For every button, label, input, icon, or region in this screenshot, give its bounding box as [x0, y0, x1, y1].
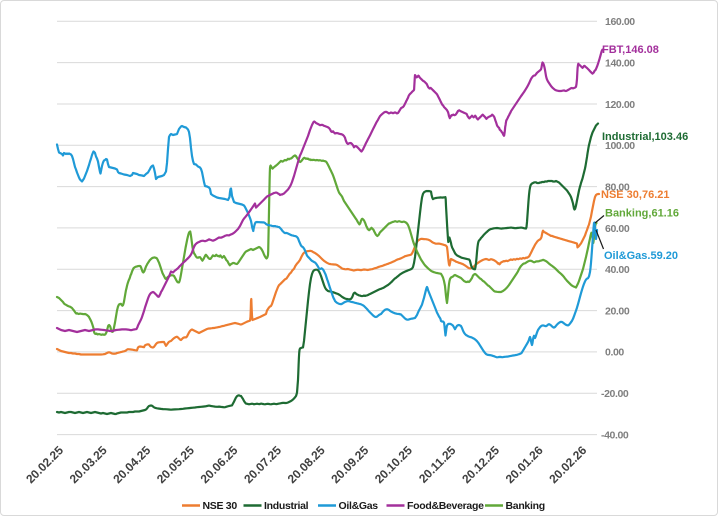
- svg-text:Industrial: Industrial: [264, 500, 309, 512]
- svg-text:Oil&Gas: Oil&Gas: [339, 500, 379, 512]
- svg-text:40.00: 40.00: [605, 264, 630, 276]
- svg-text:NSE 30: NSE 30: [203, 500, 238, 512]
- svg-text:20.08.25: 20.08.25: [285, 443, 328, 486]
- svg-text:140.00: 140.00: [605, 57, 635, 69]
- svg-text:20.02.26: 20.02.26: [546, 443, 589, 486]
- svg-text:FBT,146.08: FBT,146.08: [602, 44, 659, 56]
- svg-text:20.02.25: 20.02.25: [23, 443, 66, 486]
- svg-text:100.00: 100.00: [605, 140, 635, 152]
- svg-text:0.00: 0.00: [605, 347, 624, 359]
- svg-text:60.00: 60.00: [605, 223, 630, 235]
- svg-text:20.12.25: 20.12.25: [459, 443, 502, 486]
- svg-text:Oil&Gas.59.20: Oil&Gas.59.20: [604, 250, 678, 262]
- svg-text:Industrial,103.46: Industrial,103.46: [602, 131, 688, 143]
- svg-text:20.07.25: 20.07.25: [241, 443, 284, 486]
- svg-text:-20.00: -20.00: [601, 388, 629, 400]
- svg-text:20.10.25: 20.10.25: [372, 443, 415, 486]
- svg-text:Banking,61.16: Banking,61.16: [605, 208, 679, 220]
- svg-text:Banking: Banking: [506, 500, 545, 512]
- svg-text:-40.00: -40.00: [601, 429, 629, 441]
- svg-text:20.00: 20.00: [605, 305, 630, 317]
- svg-text:NSE 30,76.21: NSE 30,76.21: [601, 189, 670, 201]
- svg-text:120.00: 120.00: [605, 99, 635, 111]
- svg-text:20.03.25: 20.03.25: [67, 443, 110, 486]
- svg-text:160.00: 160.00: [605, 16, 635, 28]
- svg-text:80.00: 80.00: [605, 181, 630, 193]
- svg-text:Food&Beverage: Food&Beverage: [407, 500, 484, 512]
- svg-text:20.11.25: 20.11.25: [416, 443, 459, 486]
- svg-text:20.05.25: 20.05.25: [154, 443, 197, 486]
- svg-text:20.09.25: 20.09.25: [328, 443, 371, 486]
- svg-text:20.01.26: 20.01.26: [503, 443, 546, 486]
- svg-text:20.06.25: 20.06.25: [198, 443, 241, 486]
- svg-text:20.04.25: 20.04.25: [110, 443, 153, 486]
